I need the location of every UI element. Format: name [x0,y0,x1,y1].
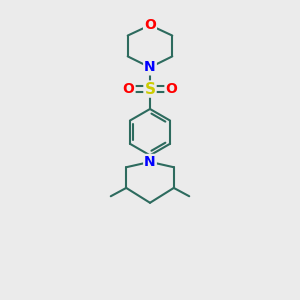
Text: N: N [144,60,156,74]
Text: O: O [144,18,156,32]
Text: O: O [166,82,177,96]
Text: S: S [145,82,155,97]
Text: N: N [144,155,156,169]
Text: O: O [123,82,134,96]
